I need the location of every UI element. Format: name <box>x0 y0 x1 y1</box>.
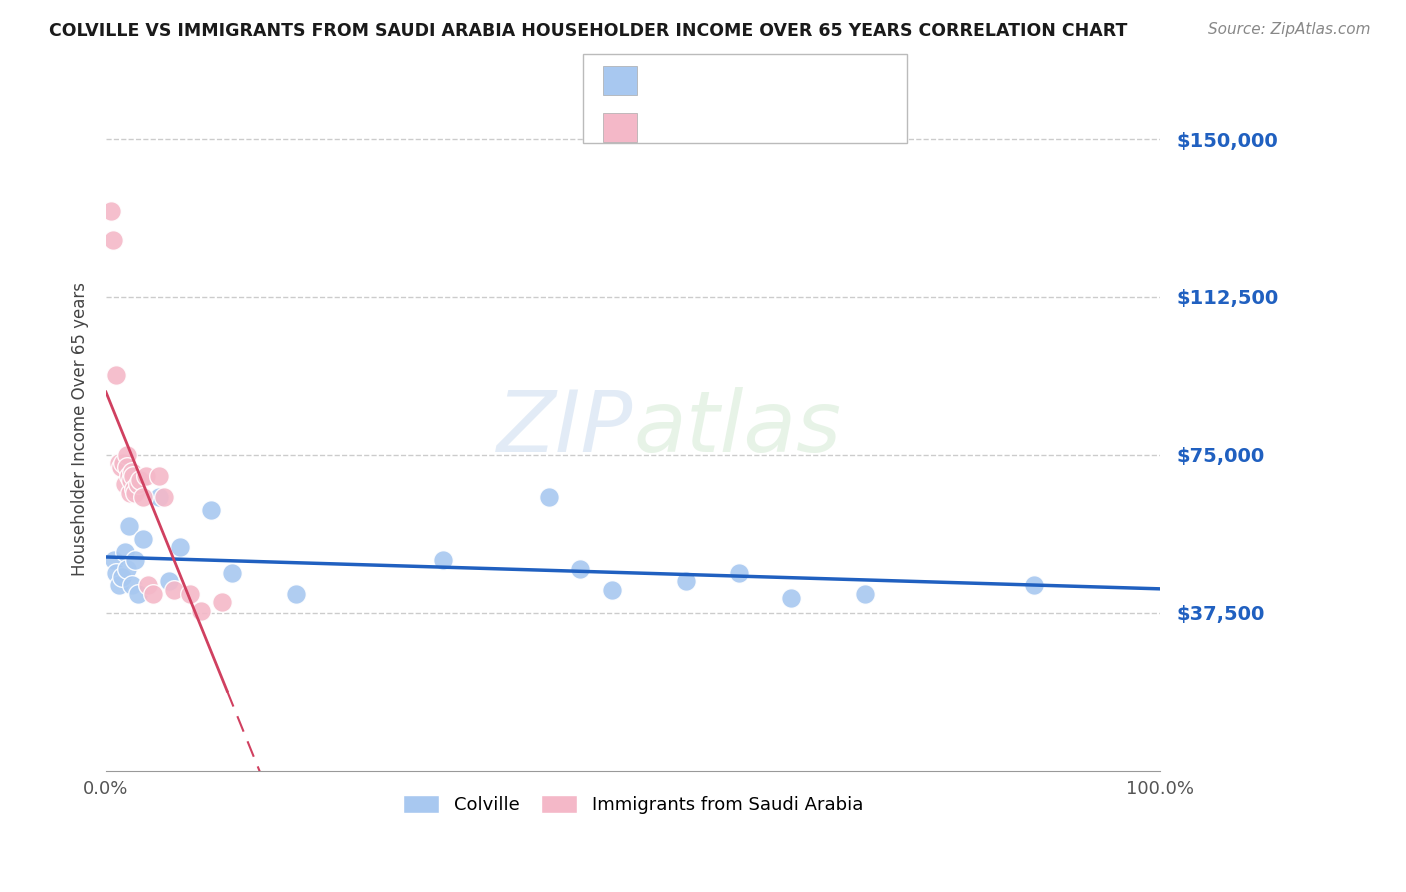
Point <box>169 541 191 555</box>
Point <box>537 490 560 504</box>
Text: ZIP: ZIP <box>496 387 633 470</box>
Point <box>675 574 697 589</box>
Text: R =: R = <box>647 110 686 128</box>
Point <box>780 591 803 605</box>
Point <box>153 490 176 504</box>
Point <box>124 485 146 500</box>
Point <box>107 456 129 470</box>
Legend: Colville, Immigrants from Saudi Arabia: Colville, Immigrants from Saudi Arabia <box>394 786 872 823</box>
Text: 0.008: 0.008 <box>686 110 744 128</box>
Point <box>148 490 170 504</box>
Point <box>118 469 141 483</box>
Point <box>135 469 157 483</box>
Point <box>132 532 155 546</box>
Point <box>105 566 128 580</box>
Point <box>105 368 128 382</box>
Point <box>1022 578 1045 592</box>
Point <box>211 595 233 609</box>
Point <box>284 587 307 601</box>
Point <box>115 561 138 575</box>
Point <box>157 574 180 589</box>
Point <box>853 587 876 601</box>
Text: R =: R = <box>647 62 686 80</box>
Text: 28: 28 <box>799 110 824 128</box>
Point <box>569 561 592 575</box>
Point <box>111 456 134 470</box>
Y-axis label: Householder Income Over 65 years: Householder Income Over 65 years <box>72 282 89 575</box>
Point <box>200 502 222 516</box>
Point <box>122 469 145 483</box>
Point <box>127 587 149 601</box>
Point <box>100 203 122 218</box>
Point <box>118 519 141 533</box>
Point <box>120 485 142 500</box>
Point <box>179 587 201 601</box>
Text: Source: ZipAtlas.com: Source: ZipAtlas.com <box>1208 22 1371 37</box>
Point <box>103 553 125 567</box>
Point <box>115 460 138 475</box>
Point <box>121 578 143 592</box>
Point <box>107 578 129 592</box>
Point <box>136 578 159 592</box>
Point <box>432 553 454 567</box>
Point <box>124 482 146 496</box>
Point <box>111 570 134 584</box>
Point <box>103 233 125 247</box>
Point <box>121 465 143 479</box>
Text: N =: N = <box>751 62 803 80</box>
Point <box>120 473 142 487</box>
Point <box>115 448 138 462</box>
Point <box>600 582 623 597</box>
Point <box>114 477 136 491</box>
Point <box>110 460 132 475</box>
Text: COLVILLE VS IMMIGRANTS FROM SAUDI ARABIA HOUSEHOLDER INCOME OVER 65 YEARS CORREL: COLVILLE VS IMMIGRANTS FROM SAUDI ARABIA… <box>49 22 1128 40</box>
Point <box>148 469 170 483</box>
Point <box>132 490 155 504</box>
Point <box>163 582 186 597</box>
Point <box>114 545 136 559</box>
Point <box>142 587 165 601</box>
Text: N =: N = <box>751 110 803 128</box>
Text: -0.226: -0.226 <box>686 62 751 80</box>
Point <box>190 604 212 618</box>
Point <box>727 566 749 580</box>
Point <box>124 553 146 567</box>
Point <box>127 477 149 491</box>
Point <box>221 566 243 580</box>
Point <box>128 473 150 487</box>
Text: atlas: atlas <box>633 387 841 470</box>
Text: 26: 26 <box>799 62 824 80</box>
